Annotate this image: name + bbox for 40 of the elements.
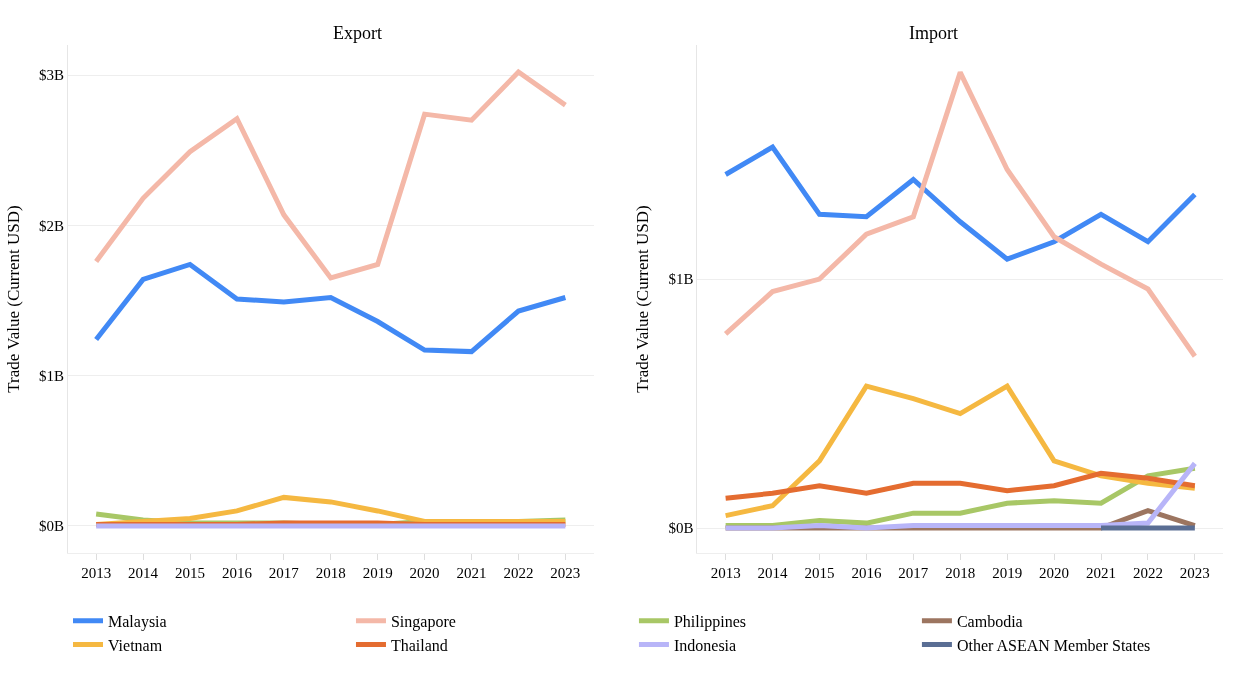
x-tick-label: 2014 [128, 565, 159, 581]
y-tick-label: $1B [668, 271, 694, 288]
x-tick-label: 2013 [710, 565, 741, 581]
x-tick-label: 2017 [268, 565, 300, 581]
y-axis-title: Trade Value (Current USD) [633, 205, 653, 393]
y-tick-label: $0B [38, 518, 64, 535]
x-tick-label: 2020 [1039, 565, 1070, 581]
x-tick-label: 2018 [315, 565, 346, 581]
x-tick-label: 2022 [503, 565, 534, 581]
legend-label: Singapore [390, 612, 456, 631]
x-tick-label: 2016 [851, 565, 882, 581]
legend-label: Other ASEAN Member States [956, 636, 1151, 654]
x-tick-label: 2018 [945, 565, 976, 581]
x-tick-label: 2015 [175, 565, 205, 581]
x-tick-label: 2023 [550, 565, 581, 581]
legend-label: Vietnam [108, 636, 163, 654]
x-tick-label: 2015 [804, 565, 835, 581]
x-tick-label: 2019 [992, 565, 1023, 581]
chart-title: Import [909, 23, 958, 43]
y-axis-title: Trade Value (Current USD) [3, 205, 23, 393]
legend-label: Thailand [390, 636, 448, 654]
chart-title: Export [333, 23, 382, 43]
x-tick-label: 2016 [221, 565, 253, 581]
legend-label: Indonesia [673, 636, 737, 654]
y-tick-label: $2B [38, 217, 64, 234]
x-tick-label: 2021 [1086, 565, 1117, 581]
x-tick-label: 2017 [898, 565, 929, 581]
x-tick-label: 2014 [757, 565, 789, 581]
x-tick-label: 2019 [362, 565, 393, 581]
y-tick-label: $3B [38, 67, 64, 84]
y-tick-label: $1B [38, 367, 64, 384]
x-tick-label: 2022 [1132, 565, 1163, 581]
legend-label: Cambodia [956, 612, 1023, 630]
x-tick-label: 2020 [409, 565, 440, 581]
x-tick-label: 2023 [1179, 565, 1210, 581]
legend-label: Malaysia [108, 612, 167, 631]
legend-label: Philippines [673, 612, 746, 631]
x-tick-label: 2013 [81, 565, 112, 581]
x-tick-label: 2021 [456, 565, 487, 581]
y-tick-label: $0B [668, 520, 694, 537]
